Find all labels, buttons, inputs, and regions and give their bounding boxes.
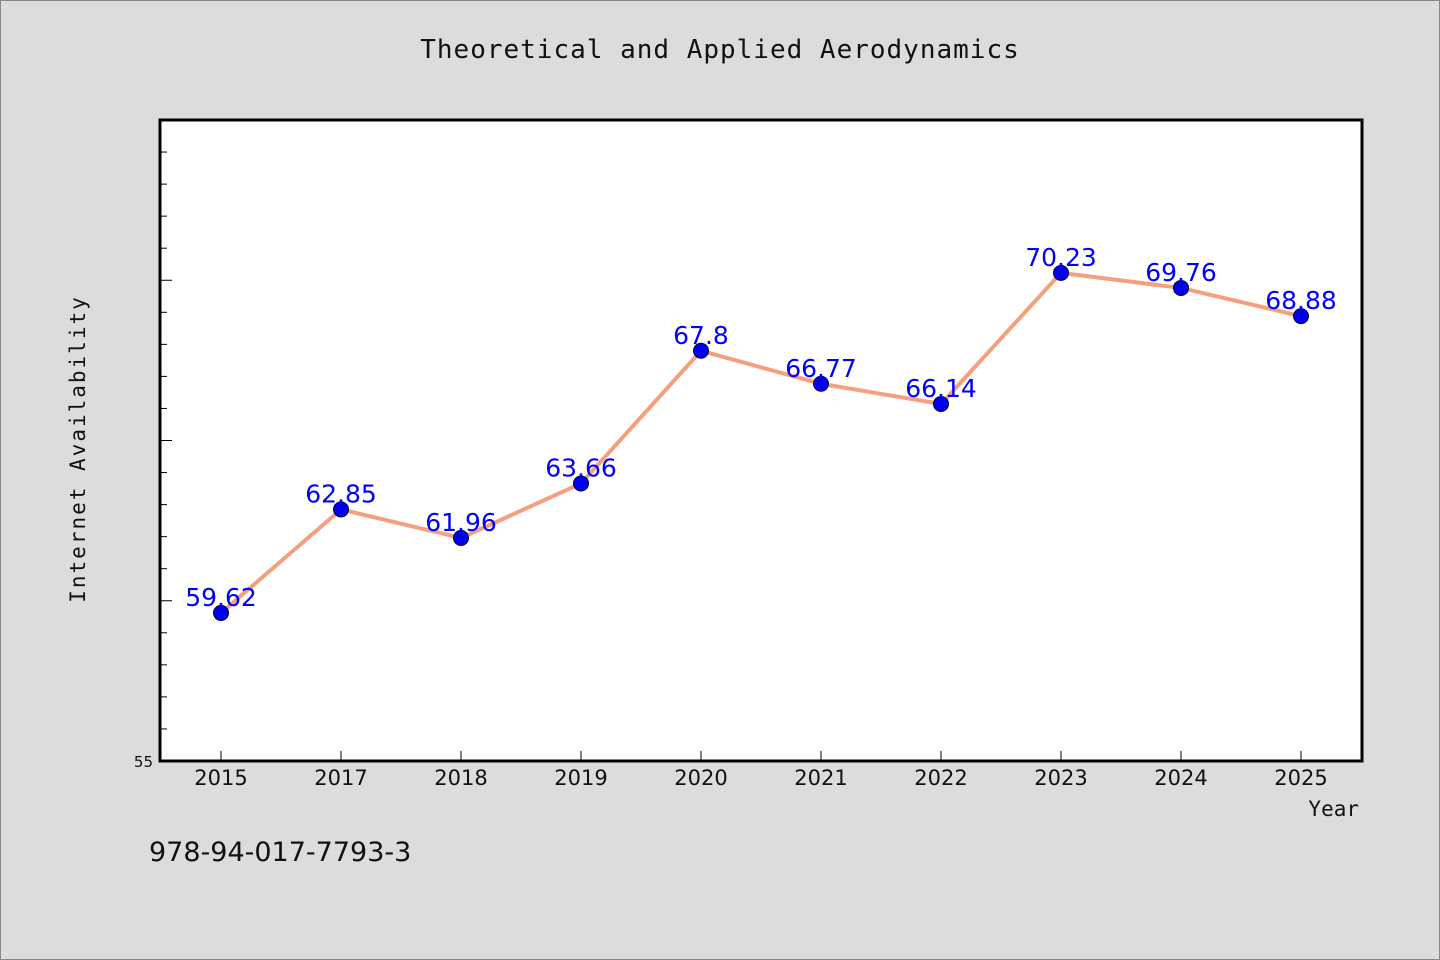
data-label: 59.62 xyxy=(185,583,257,612)
data-point xyxy=(1173,279,1189,296)
x-tick-label: 2020 xyxy=(674,766,727,790)
data-label: 62.85 xyxy=(305,479,377,508)
data-label: 68.88 xyxy=(1265,286,1337,315)
data-point xyxy=(333,501,349,518)
data-point xyxy=(213,604,229,621)
x-tick-label: 2017 xyxy=(314,766,367,790)
data-label: 67.8 xyxy=(673,321,729,350)
data-point xyxy=(1053,264,1069,281)
x-axis-ticks: 2015 2017 2018 2019 2020 2021 2022 2023 2024 2025 xyxy=(194,751,1328,790)
x-tick-label: 2015 xyxy=(194,766,247,790)
x-tick-label: 2022 xyxy=(914,766,967,790)
data-point xyxy=(453,529,469,546)
data-point xyxy=(813,375,829,392)
y-tick-label: 55 xyxy=(134,753,153,771)
x-tick-label: 2019 xyxy=(554,766,607,790)
data-label: 66.14 xyxy=(905,374,977,403)
x-tick-label: 2021 xyxy=(794,766,847,790)
y-axis-ticks: 55 xyxy=(134,151,172,771)
x-tick-label: 2023 xyxy=(1034,766,1087,790)
data-label: 70.23 xyxy=(1025,243,1097,272)
data-point xyxy=(573,475,589,492)
chart-title: Theoretical and Applied Aerodynamics xyxy=(420,35,1020,65)
data-point xyxy=(1293,308,1309,325)
plot-area xyxy=(158,118,1364,763)
x-tick-label: 2025 xyxy=(1274,766,1327,790)
series-line xyxy=(219,270,1303,615)
isbn-text: 978-94-017-7793-3 xyxy=(149,837,412,868)
data-point xyxy=(933,395,949,412)
series-line-group xyxy=(219,270,1303,615)
data-labels: 59.62 62.85 61.96 63.66 67.8 66.77 66.14 70.23 6… xyxy=(185,243,1337,612)
data-label: 69.76 xyxy=(1145,258,1217,287)
data-label: 63.66 xyxy=(545,453,617,482)
data-markers xyxy=(213,264,1309,621)
data-label: 61.96 xyxy=(425,508,497,537)
data-point xyxy=(693,342,709,359)
x-axis-label: Year xyxy=(1308,797,1359,821)
x-tick-label: 2024 xyxy=(1154,766,1207,790)
x-tick-label: 2018 xyxy=(434,766,487,790)
data-label: 66.77 xyxy=(785,354,857,383)
